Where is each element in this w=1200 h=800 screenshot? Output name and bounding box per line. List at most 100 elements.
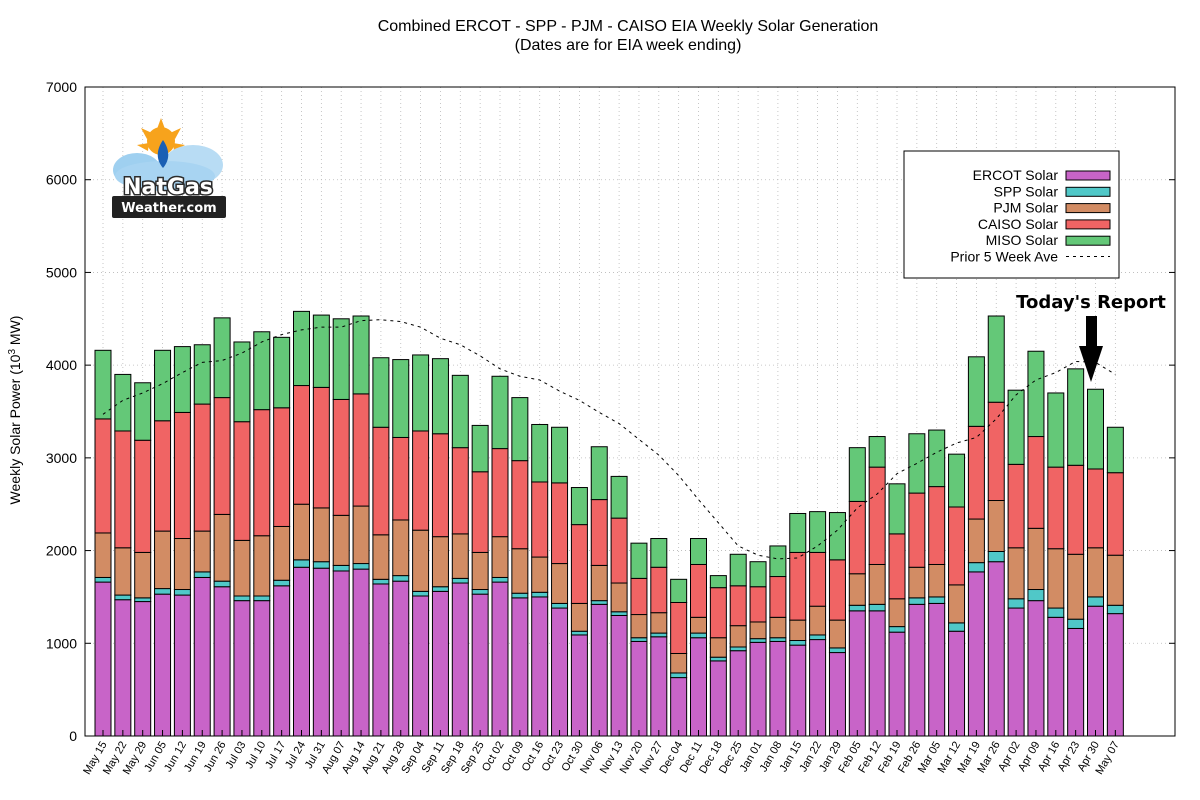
bar-ercot-solar-26 bbox=[610, 614, 628, 737]
bar-ercot-solar-1 bbox=[114, 599, 132, 737]
bar-pjm-solar-3 bbox=[154, 530, 172, 590]
y-tick-label-1: 1000 bbox=[46, 635, 77, 651]
bar-miso-solar-11 bbox=[312, 314, 330, 388]
bar-pjm-solar-46 bbox=[1007, 547, 1025, 600]
bar-ercot-solar-37 bbox=[828, 652, 846, 737]
bar-spp-solar-8 bbox=[253, 595, 271, 602]
bar-caiso-solar-38 bbox=[848, 500, 866, 575]
bar-caiso-solar-12 bbox=[332, 398, 350, 516]
bar-spp-solar-24 bbox=[570, 630, 588, 636]
y-axis-label-prefix: Weekly Solar Power (10 bbox=[7, 354, 23, 504]
bar-caiso-solar-8 bbox=[253, 409, 271, 537]
bar-pjm-solar-47 bbox=[1027, 527, 1045, 591]
bar-miso-solar-39 bbox=[868, 436, 886, 468]
bar-pjm-solar-33 bbox=[749, 621, 767, 640]
bar-pjm-solar-13 bbox=[352, 505, 370, 565]
bar-caiso-solar-30 bbox=[690, 563, 707, 618]
bar-caiso-solar-14 bbox=[372, 426, 390, 536]
legend-swatch-0 bbox=[1065, 170, 1111, 181]
bar-caiso-solar-39 bbox=[868, 466, 886, 565]
bar-miso-solar-45 bbox=[987, 315, 1005, 403]
bar-spp-solar-10 bbox=[293, 559, 310, 568]
bar-ercot-solar-33 bbox=[749, 641, 767, 737]
bar-pjm-solar-38 bbox=[848, 573, 866, 606]
bar-ercot-solar-41 bbox=[908, 603, 926, 737]
bar-pjm-solar-7 bbox=[233, 539, 251, 597]
bar-miso-solar-5 bbox=[193, 344, 211, 405]
bar-miso-solar-38 bbox=[848, 447, 866, 502]
bar-spp-solar-5 bbox=[193, 571, 211, 578]
bar-miso-solar-42 bbox=[928, 429, 946, 488]
bar-caiso-solar-47 bbox=[1027, 436, 1045, 529]
bar-pjm-solar-9 bbox=[273, 525, 291, 581]
bar-ercot-solar-29 bbox=[670, 677, 688, 737]
natgas-weather-logo: NatGas Weather.com bbox=[112, 118, 226, 218]
bar-caiso-solar-17 bbox=[431, 433, 449, 538]
bar-caiso-solar-19 bbox=[471, 471, 489, 553]
bar-ercot-solar-11 bbox=[312, 567, 330, 737]
bar-ercot-solar-25 bbox=[590, 603, 608, 737]
bar-spp-solar-22 bbox=[531, 591, 549, 598]
bar-miso-solar-25 bbox=[590, 446, 608, 501]
bar-spp-solar-11 bbox=[312, 561, 330, 569]
bar-pjm-solar-12 bbox=[332, 514, 350, 566]
bar-ercot-solar-36 bbox=[809, 639, 827, 737]
bar-miso-solar-15 bbox=[392, 359, 410, 438]
bar-miso-solar-31 bbox=[709, 575, 727, 589]
y-tick-label-3: 3000 bbox=[46, 450, 77, 466]
logo-text-weather: Weather.com bbox=[121, 201, 216, 216]
bar-miso-solar-44 bbox=[967, 356, 985, 427]
bar-pjm-solar-22 bbox=[531, 556, 549, 593]
bar-ercot-solar-44 bbox=[967, 571, 985, 737]
bar-caiso-solar-50 bbox=[1087, 468, 1104, 549]
bar-pjm-solar-34 bbox=[769, 616, 787, 639]
bar-spp-solar-2 bbox=[134, 597, 152, 603]
legend-label-5: Prior 5 Week Ave bbox=[950, 249, 1058, 265]
bar-pjm-solar-39 bbox=[868, 563, 886, 605]
average-line-group bbox=[102, 319, 1116, 560]
bar-miso-solar-26 bbox=[610, 475, 628, 519]
bar-ercot-solar-5 bbox=[193, 576, 211, 737]
bar-spp-solar-28 bbox=[650, 632, 668, 638]
bar-miso-solar-34 bbox=[769, 545, 787, 578]
bar-pjm-solar-2 bbox=[134, 551, 152, 599]
bar-spp-solar-12 bbox=[332, 564, 350, 572]
bar-pjm-solar-26 bbox=[610, 582, 628, 613]
bar-spp-solar-1 bbox=[114, 594, 132, 601]
bar-caiso-solar-4 bbox=[173, 411, 191, 540]
bar-caiso-solar-15 bbox=[392, 436, 410, 521]
bar-spp-solar-35 bbox=[789, 640, 807, 646]
bar-ercot-solar-3 bbox=[154, 593, 172, 737]
bar-spp-solar-4 bbox=[173, 589, 191, 596]
bar-miso-solar-13 bbox=[352, 315, 370, 395]
bar-miso-solar-22 bbox=[531, 423, 549, 483]
bar-spp-solar-9 bbox=[273, 579, 291, 587]
bar-spp-solar-40 bbox=[888, 626, 906, 633]
bar-ercot-solar-51 bbox=[1106, 613, 1124, 737]
bar-miso-solar-24 bbox=[570, 487, 588, 526]
bar-spp-solar-17 bbox=[431, 586, 449, 592]
flame-icon bbox=[157, 140, 169, 168]
bar-spp-solar-15 bbox=[392, 575, 410, 582]
legend-swatch-3 bbox=[1065, 219, 1111, 230]
bar-miso-solar-47 bbox=[1027, 350, 1045, 438]
bar-spp-solar-41 bbox=[908, 597, 926, 605]
bar-ercot-solar-48 bbox=[1047, 616, 1065, 737]
bar-miso-solar-46 bbox=[1007, 389, 1025, 465]
bar-spp-solar-18 bbox=[451, 577, 469, 584]
bar-miso-solar-51 bbox=[1106, 426, 1124, 474]
bar-spp-solar-36 bbox=[809, 634, 827, 641]
bar-spp-solar-31 bbox=[709, 656, 727, 662]
bar-pjm-solar-40 bbox=[888, 598, 906, 628]
bar-ercot-solar-4 bbox=[173, 594, 191, 737]
bar-caiso-solar-37 bbox=[828, 559, 846, 621]
y-tick-label-6: 6000 bbox=[46, 172, 77, 188]
bar-ercot-solar-46 bbox=[1007, 607, 1025, 737]
bar-caiso-solar-16 bbox=[412, 430, 430, 531]
bar-pjm-solar-36 bbox=[809, 605, 827, 636]
bar-ercot-solar-10 bbox=[293, 566, 310, 737]
bar-miso-solar-48 bbox=[1047, 392, 1065, 468]
y-tick-label-0: 0 bbox=[69, 728, 77, 744]
bar-ercot-solar-23 bbox=[551, 607, 569, 737]
